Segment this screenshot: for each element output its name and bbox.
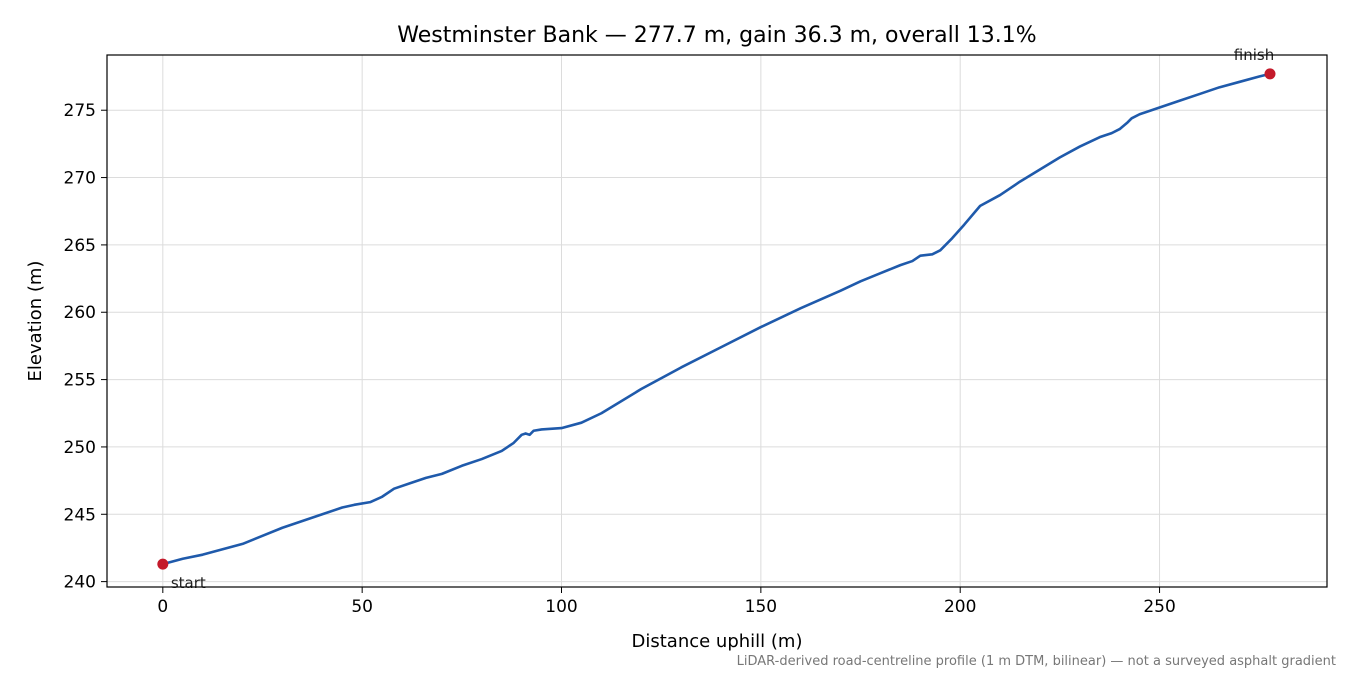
x-tick-label: 200 <box>944 597 976 617</box>
plot-frame <box>106 54 1328 588</box>
start-marker <box>157 558 169 570</box>
x-tick-label: 50 <box>351 597 373 617</box>
footnote: LiDAR-derived road-centreline profile (1… <box>737 654 1336 669</box>
start-label: start <box>171 574 206 592</box>
y-tick-label: 260 <box>64 303 96 323</box>
y-tick-label: 245 <box>64 505 96 525</box>
y-tick-label: 240 <box>64 573 96 593</box>
x-axis-label: Distance uphill (m) <box>632 631 803 652</box>
y-tick-label: 265 <box>64 236 96 256</box>
y-tick-label: 275 <box>64 101 96 121</box>
y-axis-label: Elevation (m) <box>25 261 46 382</box>
x-tick-label: 150 <box>745 597 777 617</box>
x-tick-label: 0 <box>157 597 168 617</box>
y-axis-ticks: 240 245 250 255 260 265 270 275 <box>64 101 107 593</box>
y-tick-label: 250 <box>64 438 96 458</box>
x-axis-ticks: 0 50 100 150 200 250 <box>157 587 1176 617</box>
series-layer <box>161 72 1272 566</box>
chart-title: Westminster Bank — 277.7 m, gain 36.3 m,… <box>397 23 1036 48</box>
elevation-profile-line <box>161 72 1272 566</box>
y-tick-label: 255 <box>64 371 96 391</box>
y-tick-label: 270 <box>64 169 96 189</box>
grid-lines <box>107 55 1327 587</box>
x-tick-label: 100 <box>545 597 577 617</box>
finish-marker <box>1264 68 1276 80</box>
x-tick-label: 250 <box>1143 597 1175 617</box>
